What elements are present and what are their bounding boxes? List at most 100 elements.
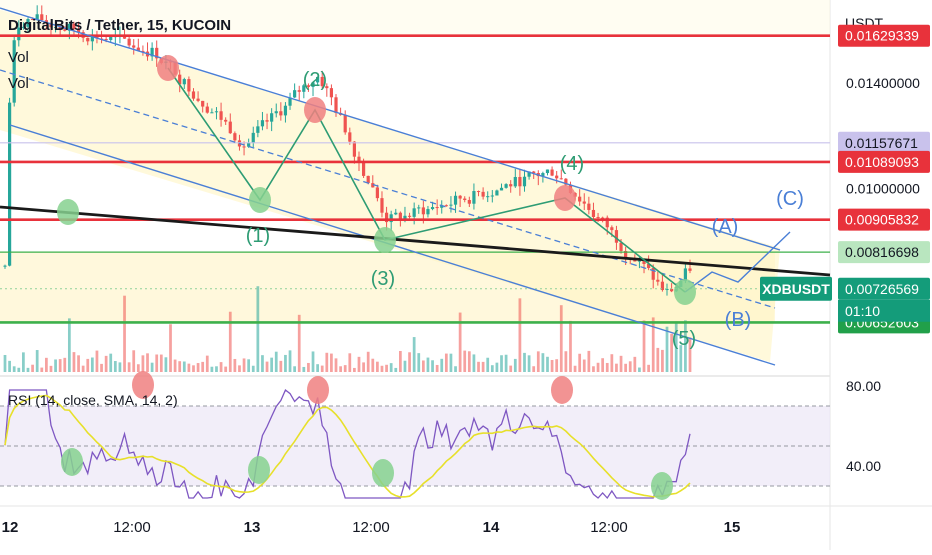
candle-body [384, 212, 389, 223]
volume-bar [408, 352, 411, 372]
candle-body [440, 205, 444, 208]
candle-body [407, 215, 412, 217]
volume-bar [523, 352, 526, 372]
candle-body [90, 34, 94, 42]
volume-bar [100, 363, 103, 372]
volume-indicator-label: Vol [8, 49, 29, 66]
volume-bar [297, 314, 301, 372]
candle-body [17, 27, 21, 41]
candle-body [601, 217, 605, 219]
candle-body [7, 102, 12, 266]
rsi-layer [0, 371, 830, 500]
price-tag [838, 150, 930, 173]
channel-mid-line [0, 69, 776, 309]
volume-bar [123, 295, 126, 372]
volume-bar [366, 351, 370, 372]
candle-body [297, 90, 301, 92]
wave-label-8: (C) [776, 188, 804, 210]
candle-body [196, 98, 200, 101]
wave-label-4: (4) [560, 153, 584, 175]
volume-bar [169, 324, 172, 372]
volume-bar [22, 352, 25, 372]
volume-bar [394, 367, 398, 372]
candle-body [467, 199, 471, 204]
volume-bar [385, 364, 388, 372]
candle-body [316, 76, 320, 83]
candle-body [476, 191, 481, 193]
upper-range-fill [0, 0, 830, 36]
candle-body [605, 217, 609, 228]
time-axis[interactable]: 12 12:00 13 12:00 14 12:00 15 [2, 519, 741, 536]
candle-body [357, 156, 361, 163]
candle-body [642, 260, 646, 264]
candle-body [453, 195, 458, 205]
volume-bar [26, 367, 30, 372]
volume-bar [77, 355, 80, 372]
volume-bar [467, 351, 471, 372]
volume-bar [118, 362, 122, 372]
volume-bar [353, 367, 356, 372]
volume-bar [141, 355, 145, 372]
volume-bar [45, 357, 48, 372]
wave-marker [57, 199, 79, 225]
volume-bar [63, 357, 67, 372]
volume-bar [35, 350, 39, 372]
volume-bar [559, 305, 563, 372]
volume-bar [605, 362, 609, 372]
candle-body [76, 28, 81, 33]
volume-bar [150, 362, 154, 372]
candle-body [647, 263, 651, 269]
candle-body [187, 79, 191, 92]
volume-bar [550, 359, 554, 372]
candle-body [564, 178, 568, 185]
candle-body [274, 111, 278, 114]
volume-bar [688, 337, 692, 372]
candle-body [141, 50, 145, 52]
volume-bar [279, 360, 283, 372]
candle-body [12, 40, 16, 103]
wave-label-1: (1) [246, 225, 270, 247]
rsi-tick-label: 80.00 [846, 378, 881, 394]
candle-body [283, 105, 288, 116]
volume-bar [674, 321, 678, 372]
candle-body [288, 97, 292, 106]
candle-body [247, 142, 251, 147]
candle-body [270, 113, 274, 122]
candle-body [504, 184, 508, 188]
candle-body [343, 114, 347, 133]
candle-body [444, 205, 448, 207]
candle-body [63, 29, 67, 31]
time-tick-label: 12 [2, 519, 19, 536]
volume-bar [109, 353, 113, 372]
candle-body [191, 91, 196, 99]
volume-bar [380, 365, 384, 372]
candle-body [688, 268, 692, 271]
candle-body [403, 215, 407, 220]
volume-bar [619, 355, 623, 372]
volume-bar [228, 311, 232, 372]
abc-projection-path [684, 231, 791, 293]
candle-body [559, 178, 563, 180]
candle-body [132, 45, 136, 48]
volume-bar [454, 366, 457, 372]
rsi-marker [307, 376, 329, 404]
volume-bar [136, 364, 140, 372]
candle-body [449, 204, 453, 206]
price-axis[interactable]: USDT 0.016293390.014000000.011576710.010… [760, 15, 930, 474]
volume-bar [449, 353, 453, 372]
wave-label-2: (2) [303, 69, 327, 91]
volume-layer [3, 286, 692, 372]
volume-bar [518, 298, 522, 372]
wave-label-3: (3) [371, 268, 395, 290]
channel-line-layer [0, 7, 831, 366]
volume-bar [601, 358, 605, 372]
rsi-tick-label: 40.00 [846, 458, 881, 474]
candle-body [513, 176, 517, 187]
price-tag [838, 241, 930, 264]
volume-bar [555, 359, 559, 372]
volume-bar [247, 359, 251, 372]
candle-body [30, 18, 35, 20]
volume-bar [192, 365, 195, 372]
